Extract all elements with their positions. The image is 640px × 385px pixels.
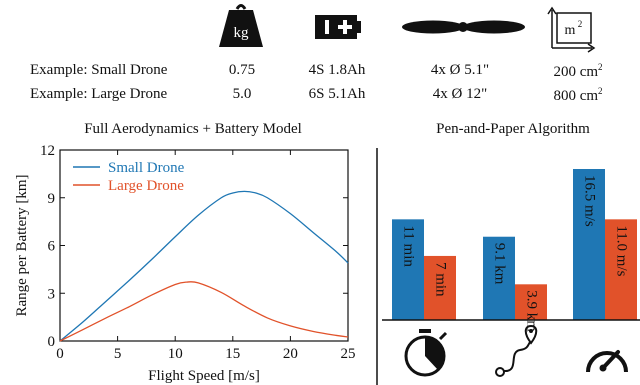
bar-value-label: 9.1 km (492, 243, 508, 285)
stopwatch-icon (404, 329, 448, 377)
area-small: 200 cm2 (553, 62, 603, 80)
row-label-small: Example: Small Drone (30, 62, 168, 78)
bar-chart: 11 min 7 min 9.1 km 3.9 km 16.5 m/s 11.0 m/s (392, 169, 637, 332)
bar-value-label: 11 min (401, 225, 417, 267)
bar-value-label: 3.9 km (524, 290, 540, 332)
battery-large: 6S 5.1Ah (308, 86, 366, 102)
y-tick-label: 9 (48, 191, 56, 207)
mass-large: 5.0 (232, 86, 252, 102)
props-large: 4x Ø 12" (432, 86, 488, 102)
bar-large-drone (424, 255, 456, 320)
x-tick-label: 5 (114, 346, 122, 362)
svg-text:2: 2 (578, 19, 583, 29)
speedometer-icon (586, 350, 628, 373)
weight-icon: kg (219, 4, 263, 47)
area-icon: m 2 (547, 6, 596, 53)
bar-small-drone (483, 236, 515, 320)
y-axis-label: Range per Battery [km] (14, 174, 30, 316)
svg-text:kg: kg (234, 25, 250, 41)
route-icon (495, 324, 538, 377)
series-line-large-drone (59, 281, 349, 342)
bar-small-drone (573, 169, 605, 320)
series-line-small-drone (59, 190, 349, 342)
battery-small: 4S 1.8Ah (308, 62, 366, 78)
x-tick-label: 20 (283, 346, 298, 362)
x-tick-label: 25 (341, 346, 356, 362)
bar-value-label: 11.0 m/s (614, 225, 630, 276)
bar-value-label: 7 min (433, 262, 449, 297)
left-chart-title: Full Aerodynamics + Battery Model (84, 121, 302, 137)
y-tick-label: 6 (48, 239, 56, 255)
battery-icon (315, 15, 361, 39)
mass-small: 0.75 (228, 62, 256, 78)
svg-text:m: m (565, 23, 576, 38)
y-tick-label: 3 (48, 286, 56, 302)
legend-label-small-drone: Small Drone (108, 160, 185, 176)
y-tick-label: 12 (40, 143, 55, 159)
x-tick-label: 0 (56, 346, 64, 362)
right-chart-title: Pen-and-Paper Algorithm (436, 121, 590, 137)
bar-large-drone (605, 219, 637, 320)
x-tick-label: 10 (168, 346, 183, 362)
area-large: 800 cm2 (553, 86, 603, 104)
legend-label-large-drone: Large Drone (108, 178, 184, 194)
propeller-icon (402, 20, 525, 34)
props-small: 4x Ø 5.1" (430, 62, 490, 78)
x-tick-label: 15 (225, 346, 240, 362)
y-tick-label: 0 (48, 334, 56, 350)
plot-frame (59, 149, 349, 342)
line-chart: 0 5 10 15 20 25 0 3 6 9 12 Flight Speed [m/s] Range … (14, 143, 356, 384)
row-label-large: Example: Large Drone (30, 86, 168, 102)
bar-large-drone (515, 284, 547, 320)
bar-value-label: 16.5 m/s (582, 175, 598, 227)
bar-small-drone (392, 219, 424, 320)
x-axis-label: Flight Speed [m/s] (148, 368, 260, 384)
icon-row: kg m 2 (219, 4, 596, 53)
